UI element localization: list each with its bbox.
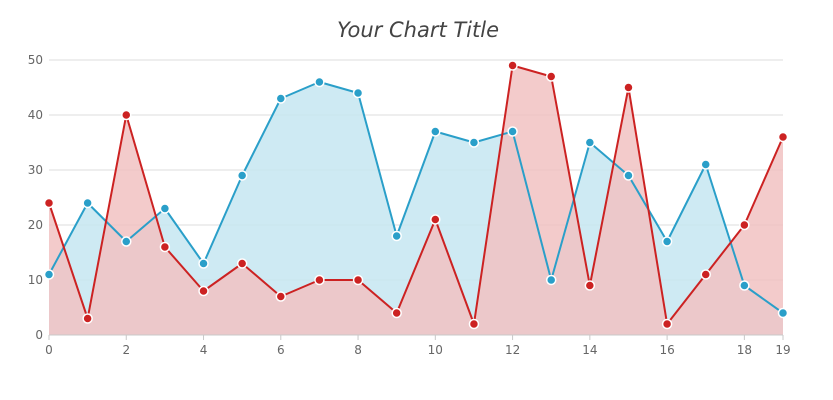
series-2-point[interactable] — [468, 318, 480, 330]
series-layer — [48, 64, 784, 335]
series-2-point[interactable] — [623, 82, 634, 93]
chart-title: Your Chart Title — [337, 18, 499, 42]
x-tick-label: 2 — [122, 343, 130, 357]
series-1-point[interactable] — [430, 126, 441, 137]
series-1-point[interactable] — [159, 203, 171, 214]
x-tick-label: 0 — [45, 343, 53, 357]
series-1-point[interactable] — [777, 307, 789, 319]
series-2-point[interactable] — [584, 280, 596, 291]
x-tick-label: 4 — [200, 343, 208, 357]
x-tick-label: 6 — [277, 343, 285, 357]
series-2-point[interactable] — [545, 71, 557, 82]
x-tick-label: 19 — [775, 343, 790, 357]
series-2-point[interactable] — [43, 197, 55, 209]
series-2-point[interactable] — [700, 269, 711, 280]
series-1-line — [48, 81, 784, 314]
x-tick-label: 8 — [354, 343, 362, 357]
data-points — [43, 60, 789, 330]
series-2-line — [48, 64, 784, 325]
axes: 0 10 20 30 40 50 0 2 4 6 8 10 12 14 16 18 19 — [28, 53, 791, 357]
series-1-point[interactable] — [545, 274, 557, 286]
series-1-point[interactable] — [121, 236, 132, 247]
series-1-point[interactable] — [623, 170, 634, 181]
series-2-point[interactable] — [121, 109, 132, 121]
series-2-area — [49, 65, 783, 335]
series-1-point[interactable] — [507, 126, 518, 137]
series-1-point[interactable] — [700, 159, 711, 170]
x-tick-label: 16 — [659, 343, 674, 357]
series-1-point[interactable] — [468, 137, 480, 148]
series-2-point[interactable] — [236, 258, 248, 269]
x-tick-label: 14 — [582, 343, 597, 357]
y-tick-label: 20 — [28, 218, 43, 232]
series-2-point[interactable] — [352, 274, 364, 286]
series-1-point[interactable] — [391, 230, 402, 242]
x-tick-label: 18 — [737, 343, 752, 357]
series-2-point[interactable] — [275, 291, 287, 302]
y-tick-label: 50 — [28, 53, 43, 67]
series-2-point[interactable] — [159, 241, 171, 253]
series-2-point[interactable] — [777, 131, 789, 143]
x-tick-label: 10 — [428, 343, 443, 357]
series-2-point[interactable] — [739, 219, 750, 231]
series-1-point[interactable] — [236, 170, 248, 181]
series-2-point[interactable] — [661, 318, 673, 330]
series-2-point[interactable] — [430, 214, 441, 225]
series-2-point[interactable] — [82, 313, 93, 324]
series-1-point[interactable] — [352, 87, 364, 99]
series-1-point[interactable] — [82, 197, 93, 209]
y-tick-label: 0 — [35, 328, 43, 342]
series-1-point[interactable] — [43, 269, 55, 280]
series-1-point[interactable] — [198, 258, 209, 269]
x-tick-label: 12 — [505, 343, 520, 357]
series-2-point[interactable] — [507, 60, 518, 71]
series-1-point[interactable] — [584, 137, 596, 148]
series-1-point[interactable] — [314, 76, 325, 88]
series-1-point[interactable] — [661, 236, 673, 247]
series-1-point[interactable] — [739, 280, 750, 291]
y-tick-label: 40 — [28, 108, 43, 122]
y-tick-label: 30 — [28, 163, 43, 177]
y-tick-label: 10 — [28, 273, 43, 287]
series-2-point[interactable] — [391, 307, 402, 319]
series-2-point[interactable] — [314, 274, 325, 286]
series-1-point[interactable] — [275, 93, 287, 104]
series-2-point[interactable] — [198, 285, 209, 297]
